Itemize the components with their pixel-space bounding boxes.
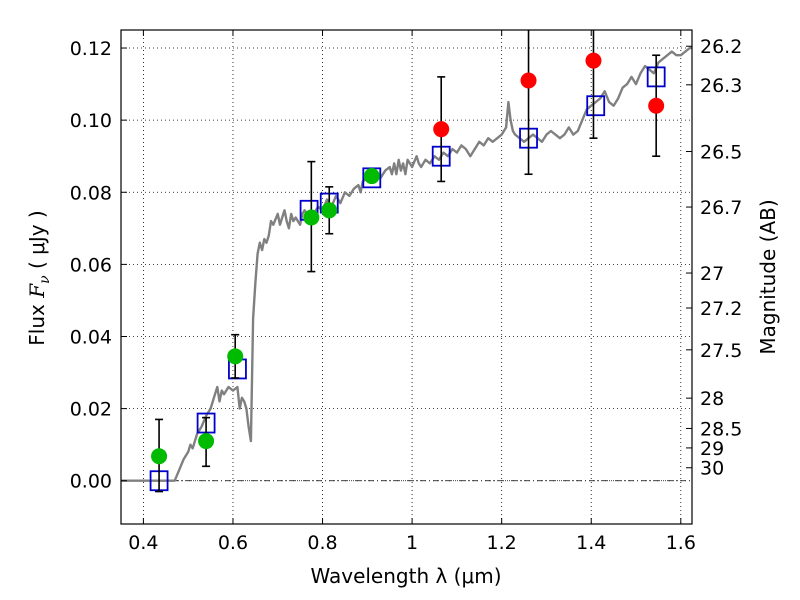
photometry-point	[520, 72, 537, 89]
y-tick-label: 0.06	[70, 254, 112, 276]
photometry-point	[585, 52, 602, 69]
mag-tick-label: 26.5	[700, 142, 742, 164]
plot-data	[121, 30, 692, 493]
photometry-point	[227, 348, 244, 365]
mag-tick-label: 29	[700, 438, 724, 460]
x-tick-label: 0.4	[128, 532, 158, 554]
photometry-point	[151, 448, 168, 465]
mag-tick-label: 28	[700, 388, 724, 410]
x-tick-label: 0.6	[218, 532, 248, 554]
y-tick-label: 0.08	[70, 182, 112, 204]
x-tick-label: 1.4	[576, 532, 606, 554]
y-tick-label: 0.02	[70, 399, 112, 421]
mag-tick-label: 27.5	[700, 340, 742, 362]
x-tick-label: 1	[406, 532, 418, 554]
y-axis-label: Flux Fν ( μJy )	[25, 210, 53, 345]
mag-tick-label: 28.5	[700, 418, 742, 440]
photometry-point	[363, 168, 380, 185]
model-square-marker	[586, 95, 606, 117]
photometry-point	[648, 97, 665, 114]
mag-tick-label: 26.7	[700, 197, 742, 219]
y-axis-label-subscript: ν	[37, 275, 53, 284]
x-axis-label: Wavelength λ (μm)	[310, 564, 501, 588]
photometry-point	[198, 433, 215, 450]
photometry-point	[433, 121, 450, 138]
x-tick-label: 0.8	[307, 532, 337, 554]
y-tick-label: 0.04	[70, 326, 112, 348]
x-tick-label: 1.6	[666, 532, 696, 554]
plot-area	[121, 30, 692, 493]
y-tick-label: 0.00	[70, 471, 112, 493]
spectrum-line	[121, 46, 692, 482]
axis-ticks: 0.4 0.6 0.8 1 1.2 1.4 1.6 0.00 0.02 0.04 0.06 0.08 0…	[70, 30, 742, 554]
y-axis-label-unit: ( μJy )	[25, 210, 49, 275]
mag-tick-label: 30	[700, 458, 724, 480]
x-tick-label: 1.2	[487, 532, 517, 554]
plot-frame	[120, 29, 693, 525]
y-tick-label: 0.12	[70, 38, 112, 60]
y-axis-label-symbol: F	[25, 283, 49, 299]
y2-axis-label: Magnitude (AB)	[756, 199, 780, 354]
y-axis-label-text: Flux	[25, 298, 49, 346]
mag-tick-label: 27	[700, 263, 724, 285]
photometry-point	[303, 209, 320, 226]
mag-tick-label: 27.2	[700, 298, 742, 320]
y-tick-label: 0.10	[70, 110, 112, 132]
mag-tick-label: 26.2	[700, 36, 742, 58]
mag-tick-label: 26.3	[700, 75, 742, 97]
photometry-point	[321, 202, 338, 219]
